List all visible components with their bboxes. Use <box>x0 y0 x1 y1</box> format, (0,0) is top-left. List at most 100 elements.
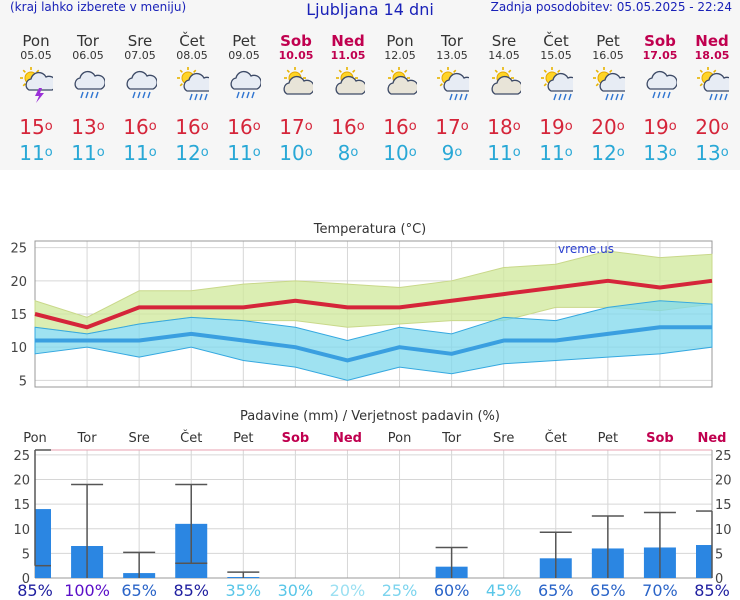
max-temperature: 19o <box>539 115 573 139</box>
precipitation-bar <box>35 509 51 578</box>
sun-rain-icon <box>530 66 582 106</box>
min-temperature: 12o <box>591 141 625 165</box>
precipitation-probability: 85% <box>173 581 209 600</box>
precipitation-probability: 70% <box>642 581 678 600</box>
day-name: Čet <box>543 32 569 50</box>
precipitation-probability: 45% <box>486 581 522 600</box>
y-tick-label-right: 25 <box>715 449 732 464</box>
day-name: Pet <box>596 32 620 50</box>
precipitation-bar <box>696 545 712 578</box>
min-temperature: 11o <box>71 141 105 165</box>
day-name: Sre <box>127 32 153 50</box>
precipitation-probability: 25% <box>382 581 418 600</box>
precipitation-probability: 65% <box>538 581 574 600</box>
max-temperature: 16o <box>383 115 417 139</box>
y-tick-label-left: 0 <box>22 572 30 587</box>
precipitation-probability: 65% <box>590 581 626 600</box>
x-category-label: Čet <box>545 430 567 446</box>
x-category-label: Sob <box>646 431 674 446</box>
day-column: Pon 12.05 16o 10o <box>374 33 426 166</box>
y-tick-label-right: 10 <box>715 523 732 538</box>
y-tick-label: 25 <box>10 242 27 257</box>
max-temperature: 17o <box>435 115 469 139</box>
day-name: Ned <box>695 32 729 50</box>
max-temperature: 16o <box>175 115 209 139</box>
thunderstorm-icon <box>10 66 62 106</box>
min-temperature: 11o <box>539 141 573 165</box>
rain-cloud-icon <box>62 66 114 106</box>
precipitation-chart: Padavine (mm) / Verjetnost padavin (%) Po… <box>13 409 732 600</box>
day-date: 10.05 <box>278 49 314 62</box>
y-tick-label-right: 5 <box>715 547 723 562</box>
day-name: Sre <box>491 32 517 50</box>
y-tick-label-left: 20 <box>13 474 30 489</box>
y-tick-label: 10 <box>10 341 27 356</box>
day-date: 11.05 <box>330 49 366 62</box>
max-temperature: 13o <box>71 115 105 139</box>
temperature-chart-title: Temperatura (°C) <box>313 222 426 237</box>
day-date: 18.05 <box>694 49 730 62</box>
partly-cloudy-icon <box>374 66 426 106</box>
min-temperature: 11o <box>227 141 261 165</box>
partly-cloudy-icon <box>322 66 374 106</box>
max-temperature: 20o <box>591 115 625 139</box>
day-forecast-row: Pon 05.05 15o 11o Tor 06.05 13o 11o Sre 07.05 16o 1… <box>10 33 738 166</box>
x-category-label: Pon <box>388 431 412 446</box>
sun-rain-icon <box>426 66 478 106</box>
precipitation-probability: 35% <box>226 581 262 600</box>
min-temperature-band <box>34 300 713 381</box>
partly-cloudy-icon <box>478 66 530 106</box>
x-category-label: Tor <box>77 431 98 446</box>
y-tick-label-right: 0 <box>715 572 723 587</box>
temperature-chart: Temperatura (°C) 5 10 15 20 25 vreme.us <box>10 222 713 389</box>
min-temperature-line <box>35 325 712 363</box>
max-temperature: 15o <box>19 115 53 139</box>
max-temperature: 16o <box>331 115 365 139</box>
day-column: Ned 11.05 16o 8o <box>322 33 374 166</box>
day-name: Čet <box>179 32 205 50</box>
day-date: 15.05 <box>540 49 572 62</box>
x-category-label: Pet <box>233 431 253 446</box>
day-date: 12.05 <box>384 49 416 62</box>
day-date: 13.05 <box>436 49 468 62</box>
precipitation-probability: 100% <box>64 581 110 600</box>
day-name: Ned <box>331 32 365 50</box>
day-name: Tor <box>441 32 463 50</box>
day-date: 14.05 <box>488 49 520 62</box>
x-category-label: Ned <box>697 431 726 446</box>
max-temperature: 17o <box>279 115 313 139</box>
x-category-label: Pet <box>598 431 618 446</box>
min-temperature: 8o <box>337 141 359 165</box>
min-temperature: 11o <box>19 141 53 165</box>
day-name: Pon <box>386 32 414 50</box>
day-date: 06.05 <box>72 49 104 62</box>
watermark-label: vreme.us <box>558 242 614 256</box>
y-tick-label: 20 <box>10 275 27 290</box>
menu-note: (kraj lahko izberete v meniju) <box>10 0 187 14</box>
max-temperature: 19o <box>643 115 677 139</box>
y-tick-label-left: 10 <box>13 523 30 538</box>
day-date: 17.05 <box>642 49 678 62</box>
rain-cloud-icon <box>114 66 166 106</box>
min-temperature: 10o <box>383 141 417 165</box>
y-tick-label-left: 5 <box>22 547 30 562</box>
precipitation-probability: 60% <box>434 581 470 600</box>
max-temperature: 16o <box>123 115 157 139</box>
max-temperature: 20o <box>695 115 729 139</box>
day-date: 09.05 <box>228 49 260 62</box>
precipitation-probability: 85% <box>694 581 730 600</box>
x-category-label: Sre <box>128 431 149 446</box>
y-tick-label-right: 20 <box>715 474 732 489</box>
day-date: 08.05 <box>176 49 208 62</box>
day-column: Čet 08.05 16o 12o <box>166 33 218 166</box>
sun-rain-icon <box>166 66 218 106</box>
rain-cloud-icon <box>634 66 686 106</box>
day-column: Sre 07.05 16o 11o <box>114 33 166 166</box>
day-date: 05.05 <box>20 49 52 62</box>
precipitation-probability: 30% <box>278 581 314 600</box>
day-column: Tor 13.05 17o 9o <box>426 33 478 166</box>
x-category-label: Sre <box>493 431 514 446</box>
day-column: Tor 06.05 13o 11o <box>62 33 114 166</box>
y-tick-label-right: 15 <box>715 498 732 513</box>
day-column: Pet 09.05 16o 11o <box>218 33 270 166</box>
